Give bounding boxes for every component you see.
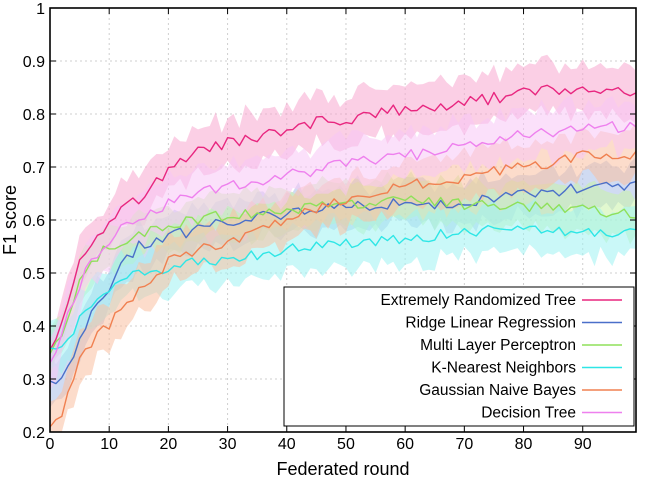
line-gaussian-naive-bayes (49, 150, 637, 428)
legend-label: Decision Tree (481, 405, 576, 422)
x-tick-label: 70 (455, 436, 473, 453)
legend-label: Gaussian Naive Bayes (419, 382, 576, 399)
y-axis-title: F1 score (0, 185, 20, 255)
y-tick-label: 0.2 (23, 425, 45, 442)
legend: Extremely Randomized Tree Ridge Linear Re… (283, 286, 635, 427)
x-tick-label: 60 (396, 436, 414, 453)
axis-ticks: 0 10 20 30 40 50 60 70 80 90 0.2 0.3 0.4 0.5 0.6 0.7 0.8… (23, 1, 636, 453)
x-tick-label: 90 (574, 436, 592, 453)
x-tick-label: 80 (515, 436, 533, 453)
x-tick-label: 10 (100, 436, 118, 453)
x-tick-label: 50 (337, 436, 355, 453)
y-tick-label: 0.3 (23, 372, 45, 389)
line-multi-layer-perceptron (49, 195, 637, 355)
legend-label: Multi Layer Perceptron (420, 337, 576, 354)
y-tick-label: 0.6 (23, 213, 45, 230)
y-tick-label: 1 (36, 1, 45, 18)
y-tick-label: 0.8 (23, 107, 45, 124)
legend-label: Ridge Linear Regression (405, 315, 576, 332)
band-extremely-randomized-tree (50, 54, 636, 370)
line-ridge-linear-regression (49, 180, 637, 385)
line-decision-tree (49, 120, 637, 364)
line-extremely-randomized-tree (49, 84, 637, 351)
x-axis-title: Federated round (276, 459, 409, 479)
x-tick-label: 40 (278, 436, 296, 453)
legend-label: K-Nearest Neighbors (431, 360, 576, 377)
legend-label: Extremely Randomized Tree (380, 292, 576, 309)
y-tick-label: 0.7 (23, 160, 45, 177)
series-lines (49, 84, 637, 428)
x-tick-label: 0 (46, 436, 55, 453)
band-decision-tree (50, 95, 636, 390)
legend-box (283, 286, 635, 427)
y-tick-label: 0.4 (23, 319, 45, 336)
x-tick-label: 30 (219, 436, 237, 453)
y-tick-label: 0.5 (23, 266, 45, 283)
line-k-nearest-neighbors (49, 224, 637, 350)
x-tick-label: 20 (159, 436, 177, 453)
y-tick-label: 0.9 (23, 54, 45, 71)
